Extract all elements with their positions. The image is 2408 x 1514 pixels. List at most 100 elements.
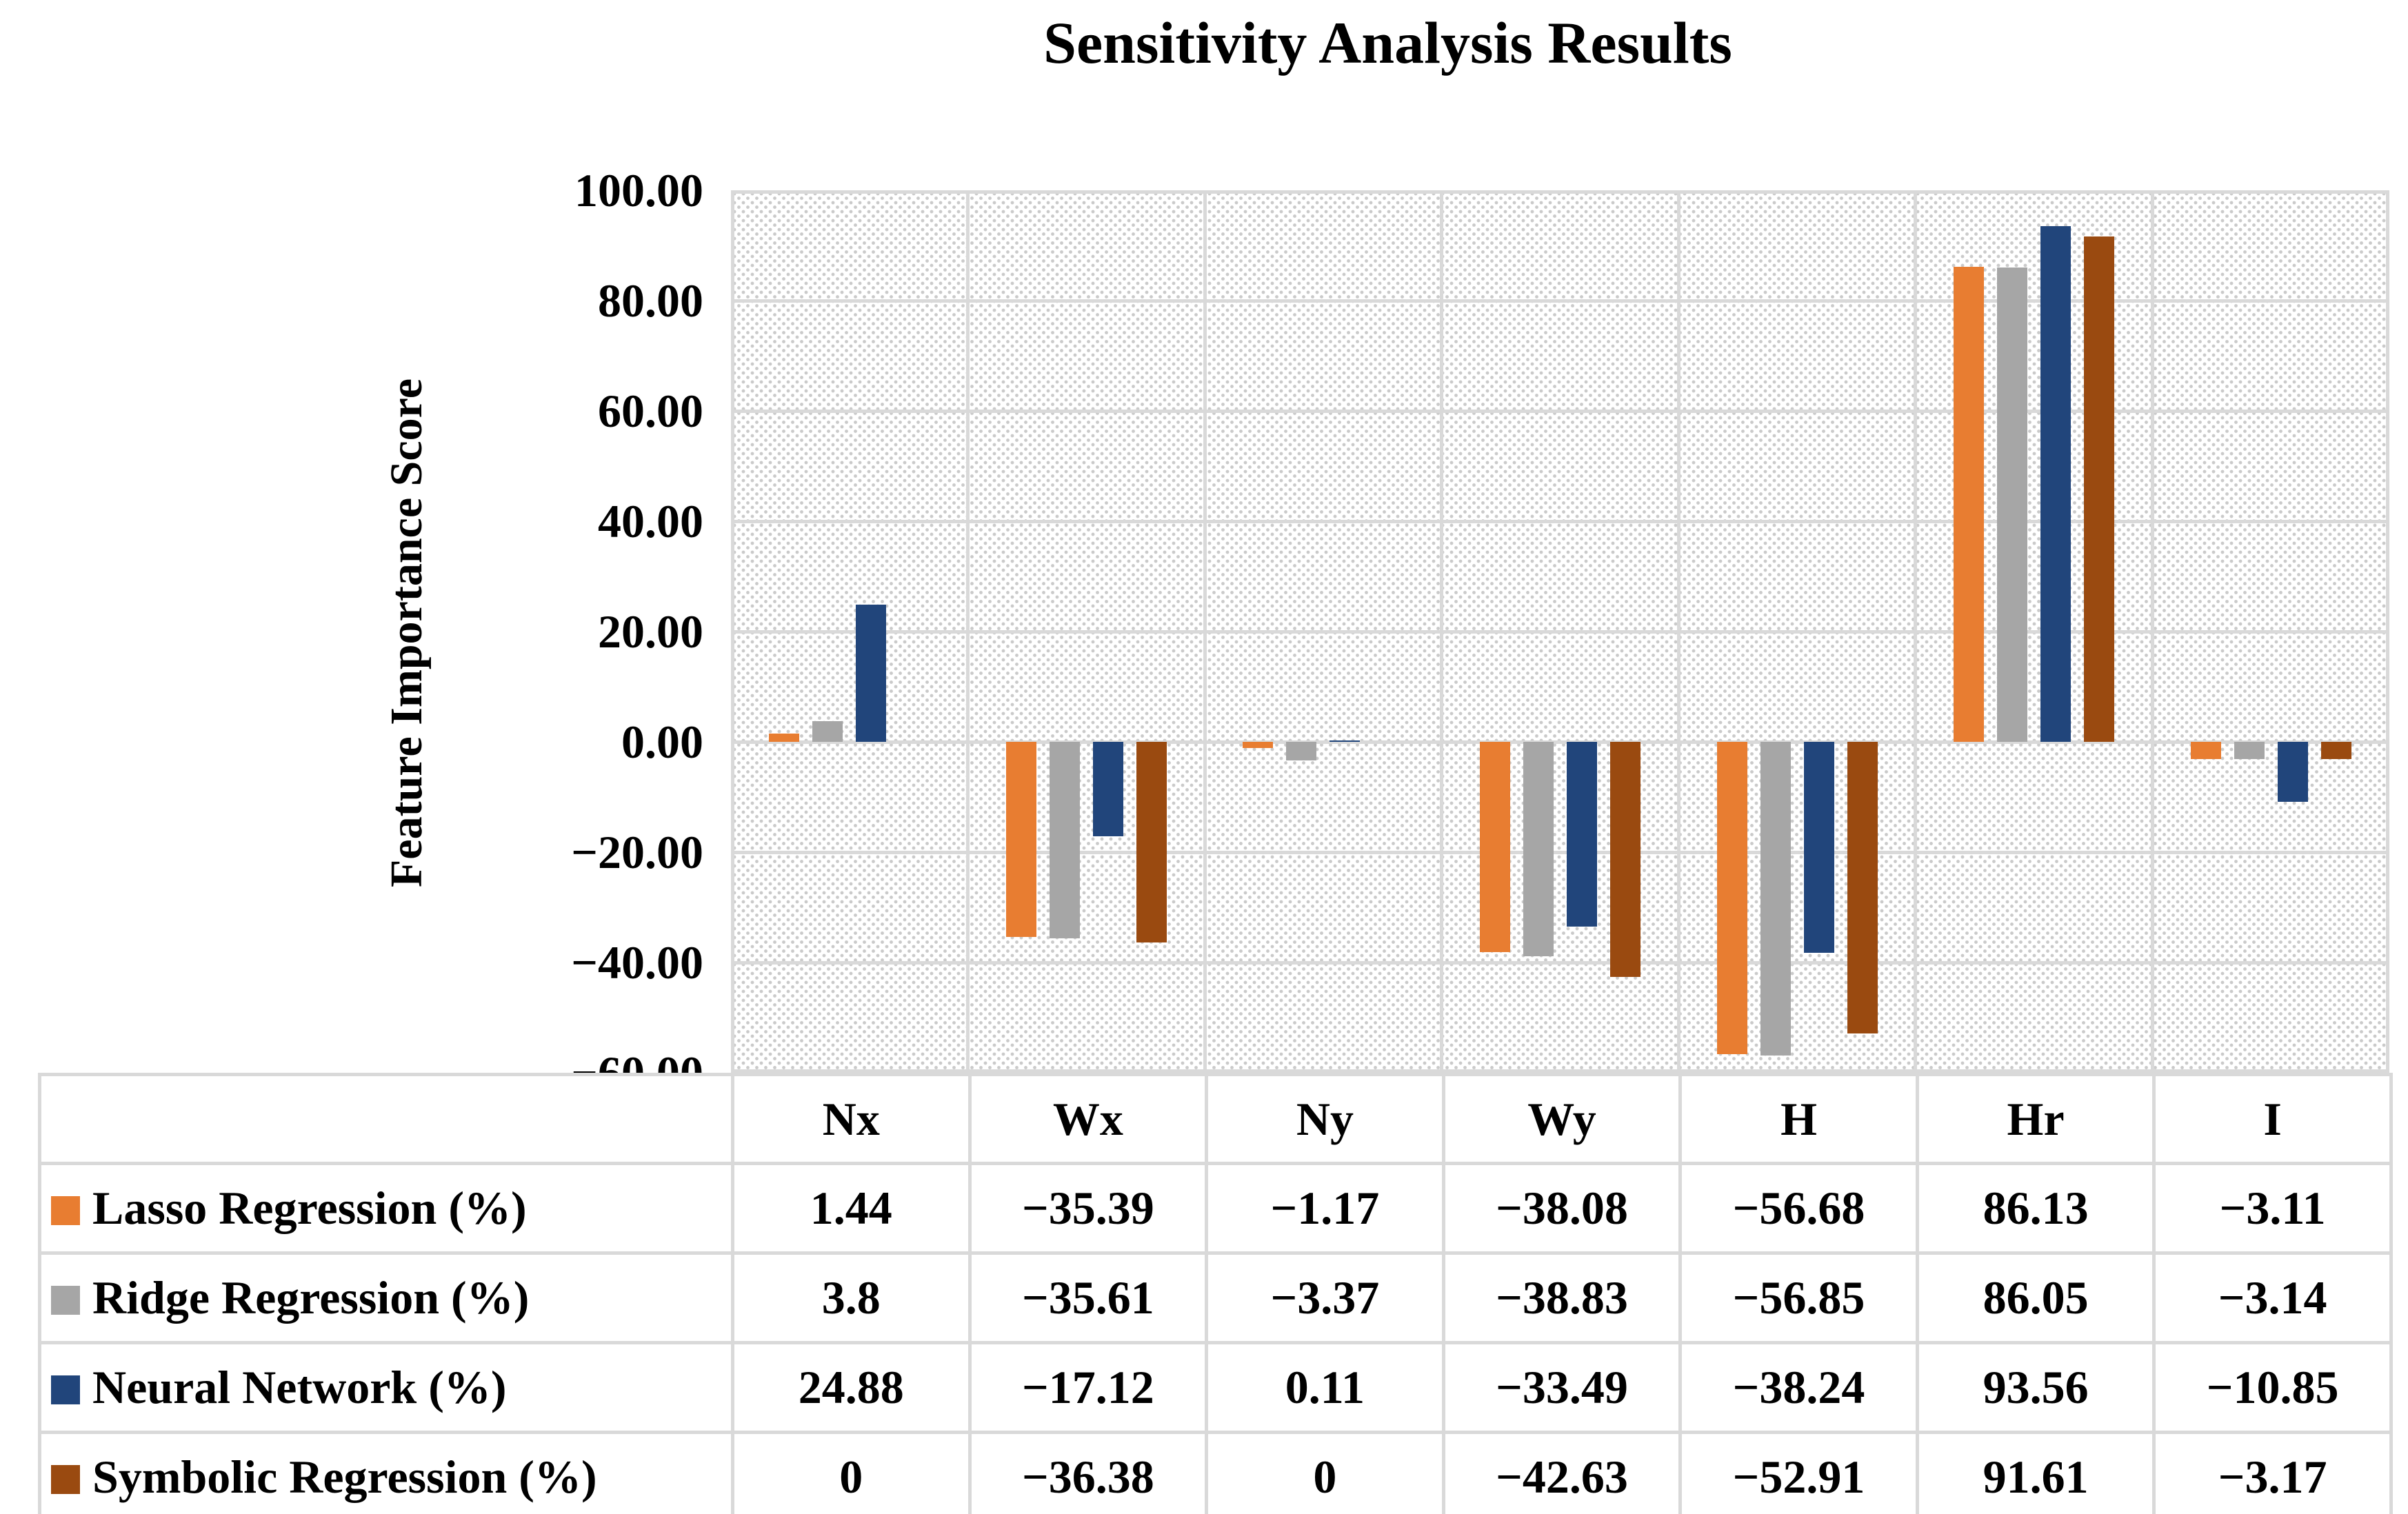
value-cell: −38.83 bbox=[1441, 1251, 1683, 1344]
bar bbox=[1610, 742, 1641, 978]
category-header-cell: H bbox=[1678, 1073, 1919, 1165]
bar bbox=[1847, 742, 1878, 1034]
value-cell: −17.12 bbox=[967, 1341, 1209, 1434]
table-corner-blank bbox=[38, 1073, 734, 1165]
legend-key-swatch bbox=[51, 1465, 80, 1494]
series-name-label: Lasso Regression (%) bbox=[92, 1182, 527, 1234]
value-cell: −38.24 bbox=[1678, 1341, 1919, 1434]
data-table: Nx Wx Ny Wy H Hr I Lasso Regression (%) 1.44 −35… bbox=[38, 1073, 2393, 1514]
value-cell: −3.14 bbox=[2152, 1251, 2393, 1344]
value-cell: 0.11 bbox=[1205, 1341, 1445, 1434]
value-cell: −10.85 bbox=[2152, 1341, 2393, 1434]
series-row: Ridge Regression (%) 3.8 −35.61 −3.37 −38.83… bbox=[38, 1251, 2393, 1344]
series-label-cell: Lasso Regression (%) bbox=[38, 1162, 734, 1255]
series-row: Neural Network (%) 24.88 −17.12 0.11 −33.49−… bbox=[38, 1341, 2393, 1434]
bar bbox=[1092, 742, 1123, 836]
legend-key-swatch bbox=[51, 1196, 80, 1225]
series-label-cell: Ridge Regression (%) bbox=[38, 1251, 734, 1344]
value-cell: 3.8 bbox=[731, 1251, 972, 1344]
y-axis-tick-label: 60.00 bbox=[598, 385, 703, 437]
bar bbox=[2040, 225, 2071, 742]
category-header-cell: Wx bbox=[967, 1073, 1209, 1165]
value-cell: −56.68 bbox=[1678, 1162, 1919, 1255]
category-header-cell: Wy bbox=[1441, 1073, 1683, 1165]
bar bbox=[1049, 742, 1080, 938]
value-cell: −33.49 bbox=[1441, 1341, 1683, 1434]
gridline-horizontal bbox=[734, 629, 2386, 634]
plot-area bbox=[731, 190, 2389, 1073]
category-header-cell: I bbox=[2152, 1073, 2393, 1165]
category-header-cell: Hr bbox=[1915, 1073, 2156, 1165]
bar bbox=[1716, 742, 1747, 1055]
bar bbox=[2084, 236, 2115, 742]
gridline-vertical bbox=[1203, 194, 1207, 1069]
gridline-horizontal bbox=[734, 850, 2386, 854]
value-cell: 86.13 bbox=[1915, 1162, 2156, 1255]
bar bbox=[1760, 742, 1791, 1056]
bar bbox=[1803, 742, 1834, 953]
value-cell: −35.39 bbox=[967, 1162, 1209, 1255]
gridline-vertical bbox=[966, 194, 970, 1069]
value-cell: −36.38 bbox=[967, 1431, 1209, 1514]
value-cell: −56.85 bbox=[1678, 1251, 1919, 1344]
bar bbox=[1997, 267, 2028, 742]
series-label-cell: Symbolic Regression (%) bbox=[38, 1431, 734, 1514]
value-cell: −1.17 bbox=[1205, 1162, 1445, 1255]
bar bbox=[2234, 742, 2265, 760]
legend-key-swatch bbox=[51, 1286, 80, 1315]
value-cell: −35.61 bbox=[967, 1251, 1209, 1344]
series-row: Lasso Regression (%) 1.44 −35.39 −1.17 −38.0… bbox=[38, 1162, 2393, 1255]
gridline-horizontal bbox=[734, 299, 2386, 303]
series-label-cell: Neural Network (%) bbox=[38, 1341, 734, 1434]
bar bbox=[856, 604, 887, 742]
gridline-horizontal bbox=[734, 519, 2386, 523]
gridline-horizontal bbox=[734, 409, 2386, 413]
category-header-row: Nx Wx Ny Wy H Hr I bbox=[38, 1073, 2393, 1165]
bar bbox=[769, 734, 800, 742]
bar bbox=[1330, 740, 1361, 742]
bar bbox=[1480, 742, 1510, 952]
bar bbox=[2277, 742, 2308, 802]
value-cell: −52.91 bbox=[1678, 1431, 1919, 1514]
category-header-cell: Nx bbox=[731, 1073, 972, 1165]
gridline-vertical bbox=[1440, 194, 1444, 1069]
bar bbox=[812, 720, 843, 742]
series-name-label: Ridge Regression (%) bbox=[92, 1271, 530, 1324]
value-cell: 91.61 bbox=[1915, 1431, 2156, 1514]
bar bbox=[1136, 742, 1167, 943]
value-cell: 0 bbox=[731, 1431, 972, 1514]
y-axis-tick-label: 100.00 bbox=[574, 164, 703, 216]
value-cell: 93.56 bbox=[1915, 1341, 2156, 1434]
series-name-label: Symbolic Regression (%) bbox=[92, 1451, 597, 1503]
bar bbox=[1005, 742, 1036, 938]
gridline-vertical bbox=[1676, 194, 1680, 1069]
series-name-label: Neural Network (%) bbox=[92, 1361, 507, 1413]
y-axis-tick-label: 80.00 bbox=[598, 274, 703, 327]
y-axis-tick-label: −20.00 bbox=[571, 826, 703, 878]
y-axis-tick-label: 0.00 bbox=[621, 716, 703, 768]
value-cell: 24.88 bbox=[731, 1341, 972, 1434]
value-cell: 0 bbox=[1205, 1431, 1445, 1514]
bar bbox=[1243, 742, 1274, 749]
value-cell: −42.63 bbox=[1441, 1431, 1683, 1514]
gridline-vertical bbox=[2150, 194, 2154, 1069]
value-cell: −3.11 bbox=[2152, 1162, 2393, 1255]
y-axis-tick-label: 40.00 bbox=[598, 495, 703, 547]
gridline-vertical bbox=[1914, 194, 1918, 1069]
value-cell: −38.08 bbox=[1441, 1162, 1683, 1255]
y-axis-tick-label: −40.00 bbox=[571, 936, 703, 989]
bar bbox=[1954, 266, 1985, 742]
value-cell: −3.17 bbox=[2152, 1431, 2393, 1514]
value-cell: −3.37 bbox=[1205, 1251, 1445, 1344]
bar bbox=[2190, 742, 2221, 759]
category-header-cell: Ny bbox=[1205, 1073, 1445, 1165]
bar bbox=[1286, 742, 1317, 760]
gridline-horizontal bbox=[734, 960, 2386, 965]
bar bbox=[1523, 742, 1554, 956]
value-cell: 86.05 bbox=[1915, 1251, 2156, 1344]
series-row: Symbolic Regression (%) 0 −36.38 0 −42.63 −52… bbox=[38, 1431, 2393, 1514]
value-cell: 1.44 bbox=[731, 1162, 972, 1255]
gridline-horizontal bbox=[734, 740, 2386, 744]
chart-title: Sensitivity Analysis Results bbox=[1043, 10, 1732, 76]
